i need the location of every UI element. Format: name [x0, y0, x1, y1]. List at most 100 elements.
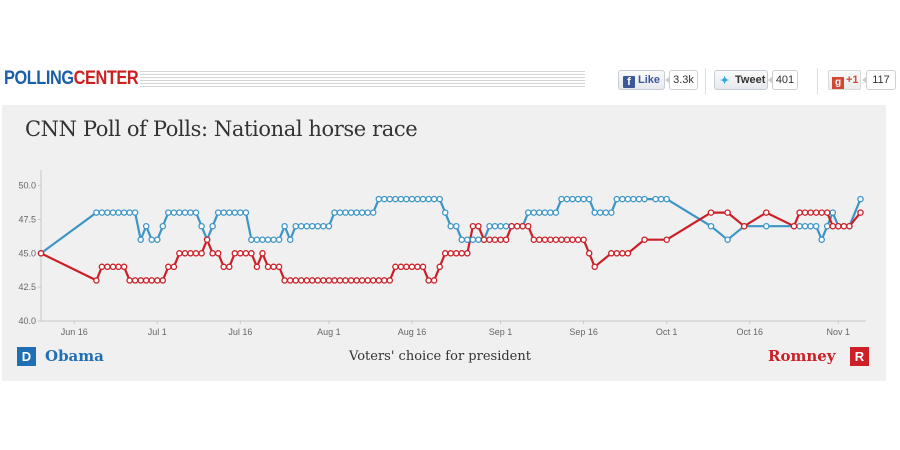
romney-data-point	[292, 277, 299, 284]
romney-data-point	[131, 277, 139, 284]
romney-data-point	[840, 222, 848, 230]
twitter-bird-icon: ✦	[720, 75, 730, 87]
obama-data-point	[220, 209, 227, 216]
google-plus-count: 117	[862, 70, 896, 90]
y-tick-label: 47.5	[18, 214, 36, 224]
y-tick-label: 45.0	[18, 248, 36, 258]
obama-data-point	[796, 222, 803, 230]
romney-data-point	[369, 277, 377, 284]
romney-data-point	[325, 277, 333, 284]
obama-data-point	[441, 209, 449, 216]
obama-data-point	[491, 222, 499, 230]
obama-data-point	[176, 209, 183, 216]
romney-data-point	[331, 277, 338, 284]
tweet-button[interactable]: ✦ Tweet	[714, 70, 768, 90]
romney-data-point	[430, 277, 438, 284]
chart-caption: Voters' choice for president	[349, 349, 531, 364]
obama-data-point	[264, 236, 272, 243]
obama-data-point	[375, 195, 383, 203]
obama-data-point	[563, 195, 571, 203]
romney-data-point	[580, 236, 587, 243]
obama-data-point	[502, 222, 510, 230]
romney-data-point	[835, 222, 842, 230]
romney-data-point	[818, 209, 825, 216]
polling-center-logo[interactable]: POLLINGCENTER	[4, 68, 139, 90]
romney-data-point	[192, 250, 200, 257]
obama-data-point	[613, 195, 621, 203]
romney-data-point	[209, 250, 216, 257]
obama-data-point	[464, 236, 471, 243]
x-tick-label: Jul 16	[228, 327, 252, 337]
romney-data-point	[801, 209, 809, 216]
obama-data-point	[109, 209, 117, 216]
obama-data-point	[497, 222, 504, 230]
romney-data-point	[386, 277, 394, 284]
obama-data-point	[192, 209, 200, 216]
romney-data-point	[120, 263, 128, 271]
obama-data-point	[585, 195, 593, 203]
obama-data-point	[242, 209, 250, 216]
obama-data-point	[154, 236, 161, 243]
romney-data-point	[314, 277, 322, 284]
obama-data-point	[602, 209, 610, 216]
facebook-like-count: 3.3k	[665, 70, 698, 90]
romney-data-point	[458, 250, 466, 257]
romney-data-point	[491, 236, 499, 243]
obama-data-point	[652, 195, 659, 203]
obama-data-point	[286, 236, 294, 243]
facebook-like-button[interactable]: f Like	[618, 70, 665, 90]
romney-data-point	[187, 250, 194, 257]
romney-data-point	[641, 236, 648, 243]
obama-label: Obama	[45, 347, 104, 365]
romney-data-point	[536, 236, 543, 243]
romney-data-point	[104, 263, 111, 271]
obama-data-point	[414, 195, 421, 203]
obama-data-point	[347, 209, 355, 216]
romney-data-point	[198, 250, 205, 257]
romney-data-point	[286, 277, 294, 284]
obama-data-point	[663, 195, 670, 203]
romney-data-point	[812, 209, 820, 216]
obama-data-point	[707, 222, 715, 230]
obama-data-point	[303, 222, 311, 230]
romney-data-point	[574, 236, 582, 243]
romney-data-point	[98, 263, 106, 271]
romney-data-point	[436, 263, 443, 271]
obama-data-point	[574, 195, 582, 203]
romney-data-point	[724, 209, 731, 216]
romney-data-point	[790, 222, 798, 230]
x-tick-label: Jul 1	[148, 327, 167, 337]
obama-data-point	[430, 195, 438, 203]
obama-data-point	[436, 195, 443, 203]
romney-data-point	[475, 222, 482, 230]
obama-data-point	[530, 209, 538, 216]
romney-data-point	[829, 222, 837, 230]
logo-part2: CENTER	[73, 68, 139, 89]
y-tick-label: 40.0	[18, 316, 36, 326]
obama-data-point	[657, 195, 665, 203]
google-plus-icon: g	[832, 77, 844, 89]
google-plus-one-button[interactable]: g +1	[828, 70, 861, 90]
romney-data-point	[486, 236, 493, 243]
democrat-badge: D	[17, 347, 36, 366]
romney-data-point	[796, 209, 803, 216]
x-tick-label: Aug 1	[317, 327, 341, 337]
obama-data-point	[181, 209, 189, 216]
obama-data-point	[641, 195, 648, 203]
romney-data-point	[663, 236, 670, 243]
obama-data-point	[386, 195, 394, 203]
obama-data-point	[237, 209, 244, 216]
romney-data-point	[414, 263, 421, 271]
romney-data-point	[342, 277, 349, 284]
romney-data-point	[364, 277, 371, 284]
obama-data-point	[214, 209, 222, 216]
obama-data-point	[364, 209, 371, 216]
poll-panel: CNN Poll of Polls: National horse race	[2, 105, 886, 381]
obama-data-point	[270, 236, 277, 243]
romney-data-point	[469, 222, 477, 230]
obama-data-point	[608, 209, 615, 216]
romney-data-point	[425, 277, 432, 284]
romney-data-point	[807, 209, 814, 216]
romney-data-point	[358, 277, 366, 284]
